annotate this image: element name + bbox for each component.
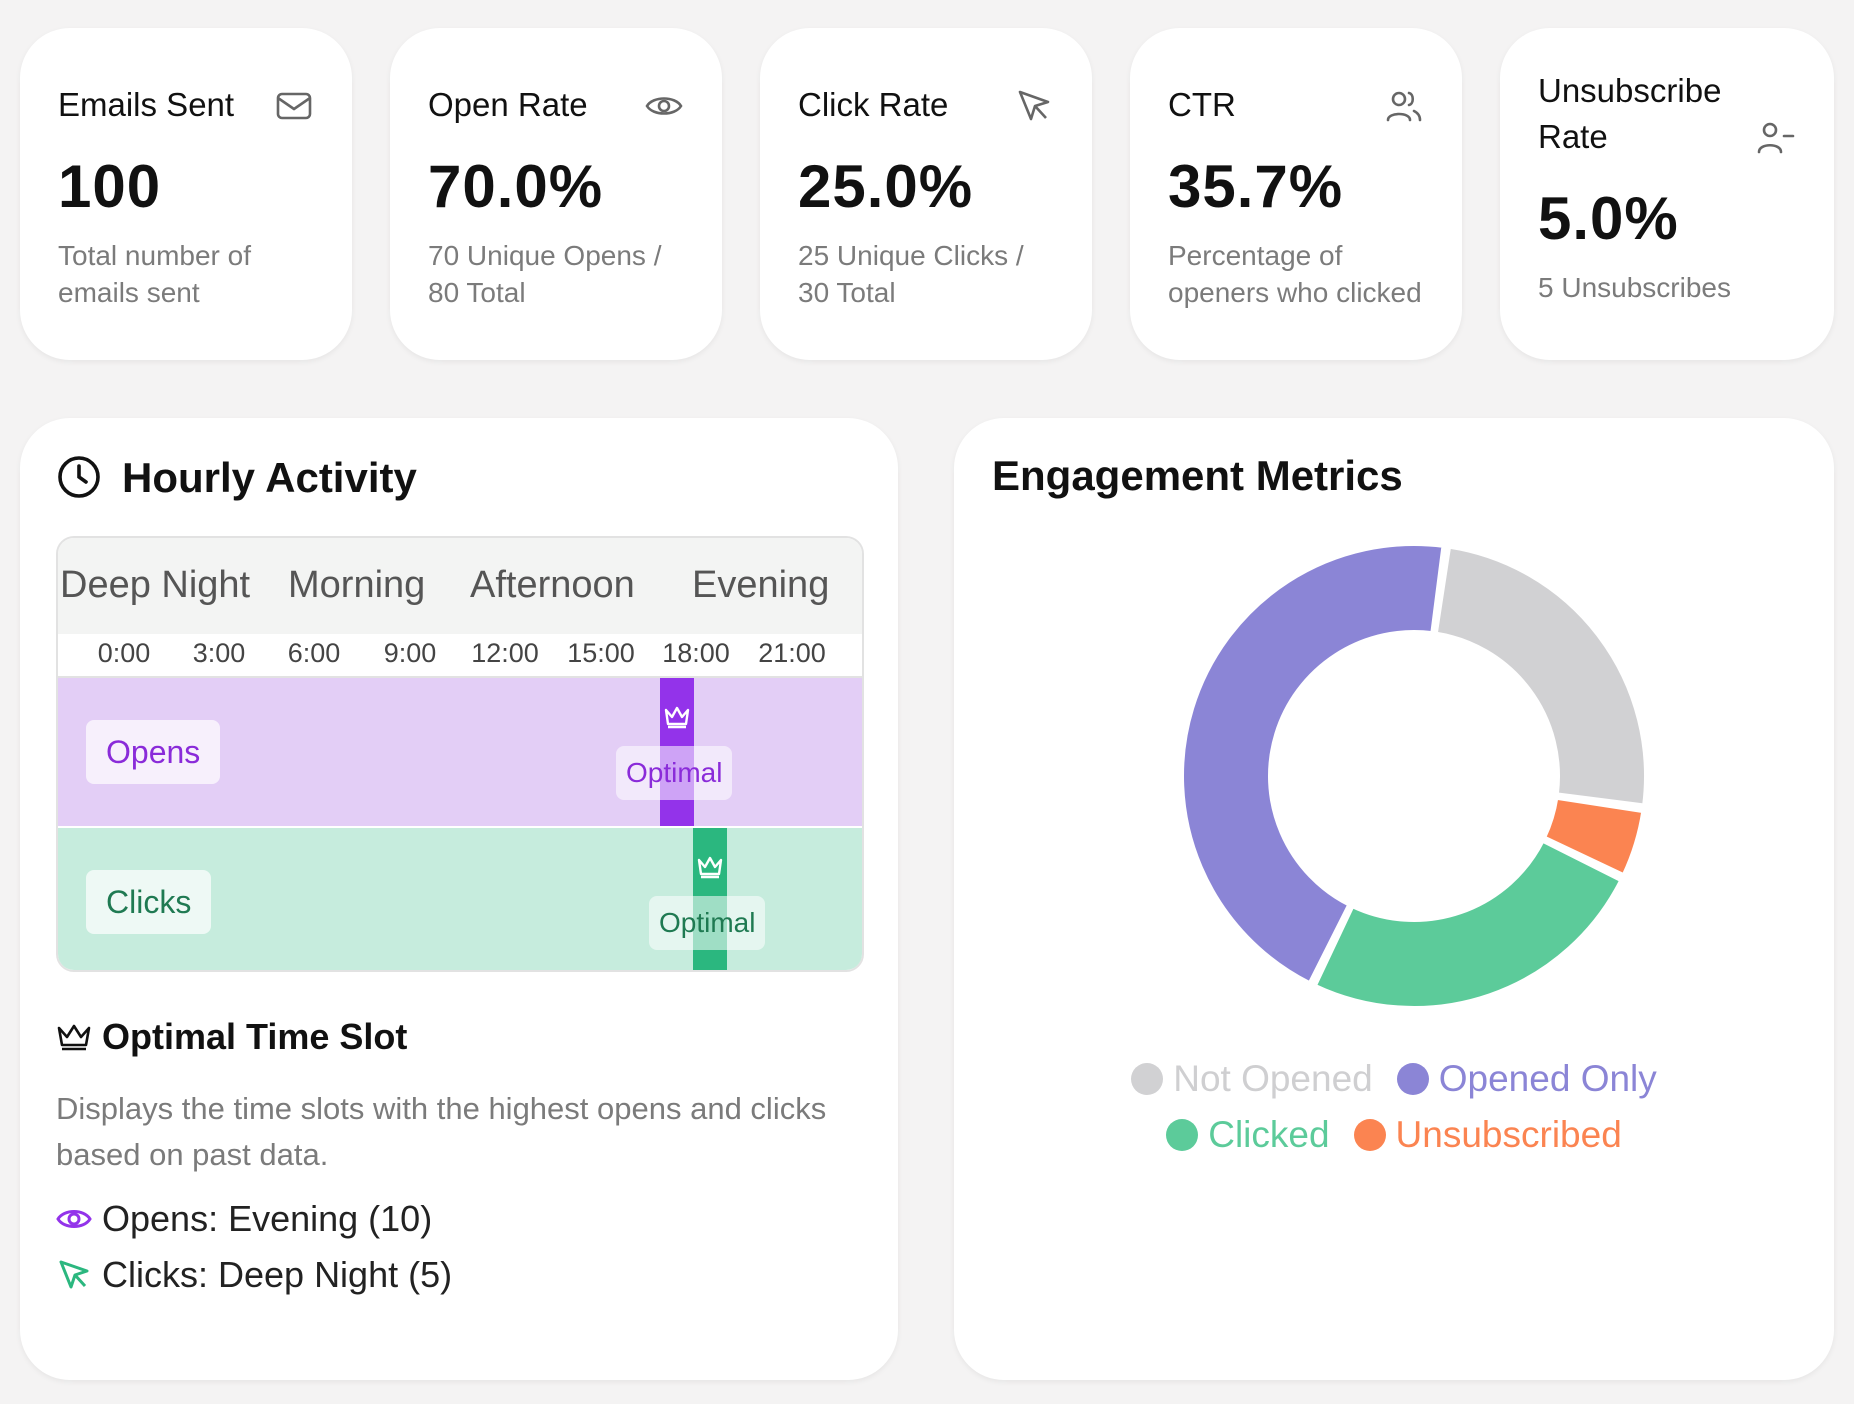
eye-icon — [645, 97, 683, 115]
hour-tick: 12:00 — [471, 638, 539, 668]
stat-value: 25.0% — [798, 153, 974, 220]
legend-swatch — [1353, 1119, 1386, 1151]
donut-slice-unsubscribed[interactable] — [1541, 795, 1646, 878]
legend-item-not-opened[interactable]: Not Opened — [1131, 1058, 1373, 1100]
crown-icon — [664, 706, 690, 729]
hourly-activity-title: Hourly Activity — [122, 454, 417, 501]
stat-label: Click Rate — [798, 86, 949, 123]
stat-card-emails-sent: Emails Sent 100 Total number of emails s… — [20, 28, 352, 360]
legend-swatch — [1166, 1119, 1199, 1151]
donut-slice-not-opened[interactable] — [1433, 544, 1648, 808]
stat-description: 70 Unique Opens / 80 Total — [428, 240, 662, 308]
cursor-icon — [59, 1260, 89, 1289]
stat-card-unsubscribe-rate: Unsubscribe Rate 5.0% 5 Unsubscribes — [1500, 28, 1834, 360]
engagement-metrics-title: Engagement Metrics — [992, 452, 1403, 499]
crown-icon — [57, 1024, 91, 1051]
opens-optimal-text: Opens: Evening (10) — [102, 1198, 433, 1239]
opens-row-label: Opens — [86, 720, 221, 784]
period-label: Morning — [288, 564, 426, 606]
hourly-activity-panel: Hourly Activity Deep Night Morning After… — [20, 418, 898, 1380]
hour-tick: 3:00 — [192, 638, 246, 668]
hourly-activity-grid: Deep Night Morning Afternoon Evening 0:0… — [56, 536, 864, 972]
stat-card-open-rate: Open Rate 70.0% 70 Unique Opens / 80 Tot… — [390, 28, 722, 360]
chart-legend-row-2: Clicked Unsubscribed — [954, 1114, 1834, 1156]
hour-axis: 0:00 3:00 6:00 9:00 12:00 15:00 18:00 21… — [58, 634, 862, 678]
stat-description: 25 Unique Clicks / 30 Total — [798, 240, 1024, 308]
hour-tick: 9:00 — [383, 638, 437, 668]
stat-card-ctr: CTR 35.7% Percentage of openers who clic… — [1130, 28, 1462, 360]
hour-tick: 0:00 — [97, 638, 151, 668]
users-icon — [1386, 91, 1422, 122]
period-header: Deep Night Morning Afternoon Evening — [58, 538, 862, 636]
clicks-optimal-tag: Optimal — [649, 896, 766, 950]
engagement-donut-chart — [1180, 542, 1648, 1010]
hour-tick: 15:00 — [567, 638, 635, 668]
user-minus-icon — [1757, 122, 1795, 154]
legend-label: Opened Only — [1438, 1058, 1657, 1099]
clicks-row-label: Clicks — [86, 870, 212, 934]
stat-value: 5.0% — [1538, 185, 1679, 252]
stat-value: 100 — [58, 153, 162, 220]
optimal-time-slot-title: Optimal Time Slot — [102, 1016, 408, 1057]
legend-label: Unsubscribed — [1395, 1114, 1622, 1155]
stat-label: CTR — [1168, 86, 1236, 123]
legend-swatch — [1396, 1063, 1429, 1095]
stat-label: Emails Sent — [58, 86, 235, 123]
stat-description: Total number of emails sent — [58, 240, 251, 308]
optimal-time-slot-description: Displays the time slots with the highest… — [56, 1091, 827, 1172]
stat-description: 5 Unsubscribes — [1538, 272, 1731, 303]
legend-item-unsubscribed[interactable]: Unsubscribed — [1353, 1114, 1622, 1156]
clicks-optimal-text: Clicks: Deep Night (5) — [102, 1254, 453, 1295]
legend-label: Clicked — [1208, 1114, 1330, 1155]
period-label: Deep Night — [60, 564, 251, 606]
cursor-icon — [1018, 90, 1050, 121]
legend-item-opened-only[interactable]: Opened Only — [1396, 1058, 1657, 1100]
clicks-optimal-line: Clicks: Deep Night (5) — [56, 1254, 452, 1296]
hour-tick: 21:00 — [758, 638, 826, 668]
legend-label: Not Opened — [1173, 1058, 1373, 1099]
opens-row: Opens Optimal — [58, 678, 862, 826]
opens-optimal-tag: Optimal — [616, 746, 733, 800]
stat-card-click-rate: Click Rate 25.0% 25 Unique Clicks / 30 T… — [760, 28, 1092, 360]
donut-slice-clicked[interactable] — [1312, 838, 1624, 1010]
hour-tick: 18:00 — [662, 638, 730, 668]
eye-icon — [56, 1210, 92, 1228]
hour-tick: 6:00 — [287, 638, 341, 668]
mail-icon — [276, 92, 312, 120]
engagement-metrics-panel: Engagement Metrics Not Opened Opened Onl… — [954, 418, 1834, 1380]
legend-swatch — [1131, 1063, 1164, 1095]
clicks-row: Clicks Optimal — [58, 828, 862, 970]
stat-label: Open Rate — [428, 86, 588, 123]
period-label: Evening — [692, 564, 830, 606]
stat-value: 70.0% — [428, 153, 604, 220]
clock-icon — [58, 456, 100, 498]
legend-item-clicked[interactable]: Clicked — [1166, 1114, 1330, 1156]
chart-legend-row-1: Not Opened Opened Only — [954, 1058, 1834, 1100]
stat-value: 35.7% — [1168, 153, 1344, 220]
crown-icon — [697, 856, 723, 879]
period-label: Afternoon — [470, 564, 635, 606]
donut-slice-opened-only[interactable] — [1180, 542, 1446, 986]
optimal-time-slot-heading: Optimal Time Slot — [56, 1016, 407, 1058]
stat-label: Unsubscribe Rate — [1538, 72, 1722, 155]
stat-description: Percentage of openers who clicked — [1168, 240, 1422, 308]
opens-optimal-line: Opens: Evening (10) — [56, 1198, 432, 1240]
